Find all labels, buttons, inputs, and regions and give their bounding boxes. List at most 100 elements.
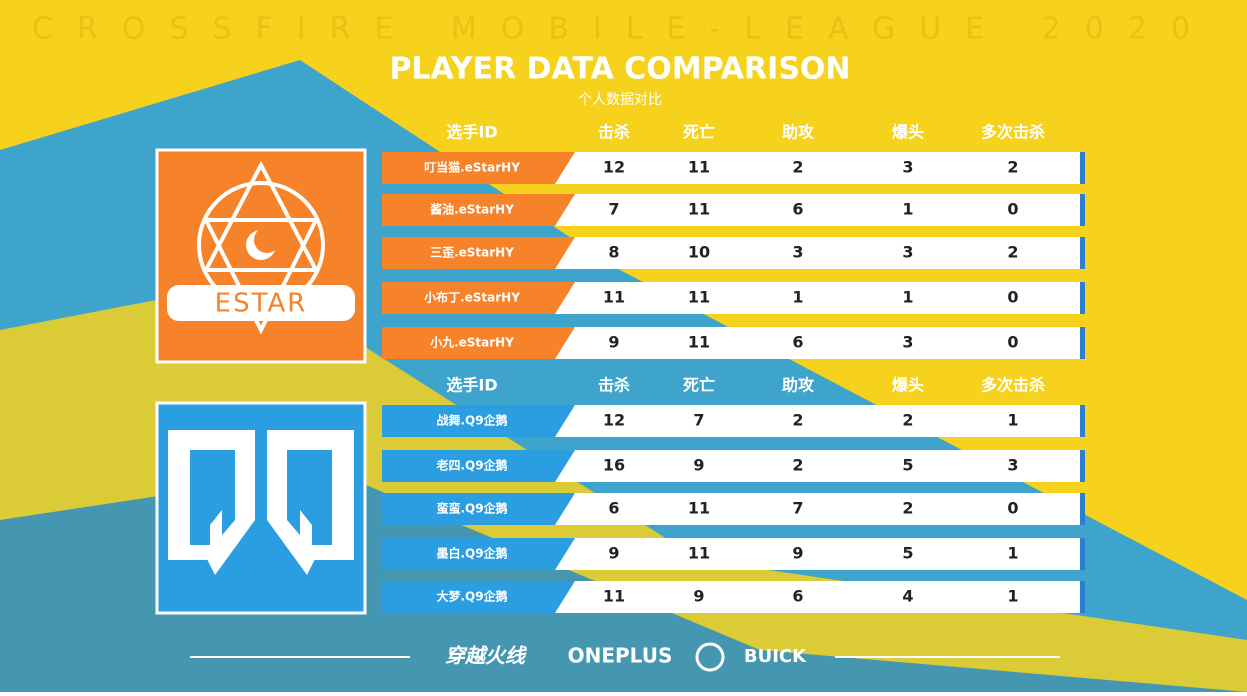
stat-value: 6 [792,587,803,606]
stat-value: 1 [792,288,803,307]
estar-logo: ESTAR [155,148,367,364]
stat-value: 10 [688,243,710,262]
stat-value: 16 [603,456,625,475]
column-header: 击杀 [598,123,630,142]
column-header: 助攻 [782,376,815,395]
column-header: 选手ID [446,123,497,142]
stat-value: 2 [1007,243,1018,262]
row-edge [1080,581,1085,613]
stat-value: 11 [603,587,625,606]
stat-value: 11 [688,288,710,307]
stat-value: 1 [1007,544,1018,563]
player-id: 酱油.eStarHY [430,202,514,217]
stat-value: 1 [902,200,913,219]
stat-value: 5 [902,456,913,475]
stat-value: 0 [1007,333,1018,352]
row-edge [1080,450,1085,482]
stat-value: 3 [902,158,913,177]
stat-value: 2 [902,499,913,518]
name-cell [382,194,575,226]
stat-value: 12 [603,158,625,177]
sponsor: ONEPLUS [568,644,673,668]
stat-value: 11 [688,544,710,563]
sponsor-icon [695,642,725,672]
row-edge [1080,152,1085,184]
name-cell [382,581,575,613]
column-header: 多次击杀 [981,123,1045,142]
subtitle: 个人数据对比 [578,92,662,108]
stat-value: 11 [603,288,625,307]
column-header: 多次击杀 [981,376,1045,395]
row-edge [1080,194,1085,226]
name-cell [382,538,575,570]
stat-value: 1 [902,288,913,307]
row-edge [1080,237,1085,269]
sponsor: 穿越火线 [445,644,528,668]
stat-value: 0 [1007,499,1018,518]
column-header: 助攻 [782,123,815,142]
stat-value: 2 [902,411,913,430]
stat-value: 11 [688,333,710,352]
stat-value: 7 [693,411,704,430]
stat-value: 4 [902,587,913,606]
stat-value: 5 [902,544,913,563]
player-id: 叮当猫.eStarHY [424,160,520,175]
row-edge [1080,493,1085,525]
player-id: 老四.Q9企鹅 [436,458,507,473]
stat-value: 2 [1007,158,1018,177]
player-id: 蛮蛮.Q9企鹅 [436,501,507,516]
name-cell [382,493,575,525]
logo-text: ESTAR [215,289,308,319]
name-cell [382,152,575,184]
stat-value: 3 [792,243,803,262]
name-cell [382,237,575,269]
player-id: 小布丁.eStarHY [424,290,520,305]
column-header: 爆头 [892,123,924,142]
row-edge [1080,405,1085,437]
stat-value: 3 [902,333,913,352]
q9-logo [155,401,367,615]
sponsor: BUICK [744,646,807,667]
row-edge [1080,538,1085,570]
player-id: 墨白.Q9企鹅 [436,546,507,561]
column-header: 死亡 [683,376,715,395]
stat-value: 11 [688,158,710,177]
stat-value: 3 [1007,456,1018,475]
stat-value: 2 [792,411,803,430]
stat-value: 6 [792,200,803,219]
name-cell [382,405,575,437]
stat-value: 7 [792,499,803,518]
name-cell [382,450,575,482]
stat-value: 11 [688,499,710,518]
stat-value: 9 [608,333,619,352]
stat-value: 1 [1007,411,1018,430]
stat-value: 9 [693,456,704,475]
stat-value: 8 [608,243,619,262]
stat-value: 0 [1007,200,1018,219]
stat-value: 7 [608,200,619,219]
watermark: CROSSFIRE MOBILE-LEAGUE 2020 [32,12,1214,47]
stat-value: 11 [688,200,710,219]
stat-value: 2 [792,456,803,475]
stat-value: 6 [608,499,619,518]
column-header: 击杀 [598,376,630,395]
column-header: 爆头 [892,376,924,395]
stat-value: 2 [792,158,803,177]
row-edge [1080,282,1085,314]
row-edge [1080,327,1085,359]
stat-value: 1 [1007,587,1018,606]
stat-value: 6 [792,333,803,352]
stat-value: 9 [693,587,704,606]
column-header: 死亡 [683,123,715,142]
player-id: 三歪.eStarHY [430,246,514,260]
stat-value: 3 [902,243,913,262]
stat-value: 12 [603,411,625,430]
stat-value: 9 [608,544,619,563]
name-cell [382,282,575,314]
stat-value: 0 [1007,288,1018,307]
player-id: 战舞.Q9企鹅 [436,413,507,428]
name-cell [382,327,575,359]
stat-value: 9 [792,544,803,563]
column-header: 选手ID [446,376,497,395]
